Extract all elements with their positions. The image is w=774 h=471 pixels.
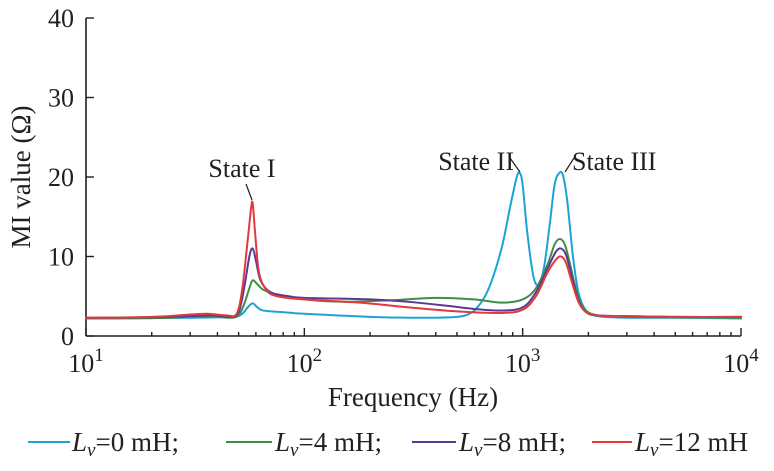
annotation-state-i: State I: [208, 154, 275, 183]
legend-label-lv-12: Lv=12 mH: [634, 427, 748, 461]
x-tick-label: 104: [723, 345, 759, 378]
series-line-3: [85, 200, 742, 319]
annotation-state-iii-leader: [564, 157, 575, 173]
legend-label-lv-4: Lv=4 mH;: [274, 427, 382, 461]
x-tick-label: 101: [68, 345, 104, 378]
legend-item-lv-12: Lv=12 mH: [592, 427, 748, 461]
x-tick-label: 103: [505, 345, 541, 378]
annotation-state-iii: State III: [572, 147, 656, 176]
y-tick-label: 40: [48, 4, 74, 33]
y-tick-label: 10: [48, 243, 74, 272]
legend-label-lv-0: Lv=0 mH;: [71, 427, 179, 461]
annotation-layer: State I State II State III: [208, 147, 656, 201]
tick-layer: 0 10 20 30 40 101 102 103 104: [48, 4, 759, 378]
legend: Lv=0 mH; Lv=4 mH; Lv=8 mH; Lv=12 mH: [28, 427, 748, 461]
series-layer: [85, 170, 742, 320]
annotation-state-ii: State II: [438, 147, 514, 176]
annotation-state-ii-leader: [509, 157, 521, 173]
legend-label-lv-8: Lv=8 mH;: [458, 427, 566, 461]
legend-item-lv-4: Lv=4 mH;: [226, 427, 382, 461]
series-line-0: [85, 170, 742, 320]
y-axis-title: MI value (Ω): [6, 105, 36, 248]
y-tick-label: 30: [48, 84, 74, 113]
y-tick-label: 0: [61, 322, 74, 351]
y-tick-label: 20: [48, 163, 74, 192]
series-line-1: [85, 238, 742, 320]
x-axis-title: Frequency (Hz): [328, 382, 498, 412]
annotation-state-i-leader: [245, 183, 253, 201]
plot-area: 0 10 20 30 40 101 102 103 104: [48, 4, 759, 378]
legend-item-lv-8: Lv=8 mH;: [412, 427, 566, 461]
legend-item-lv-0: Lv=0 mH;: [28, 427, 179, 461]
x-tick-label: 102: [287, 345, 323, 378]
